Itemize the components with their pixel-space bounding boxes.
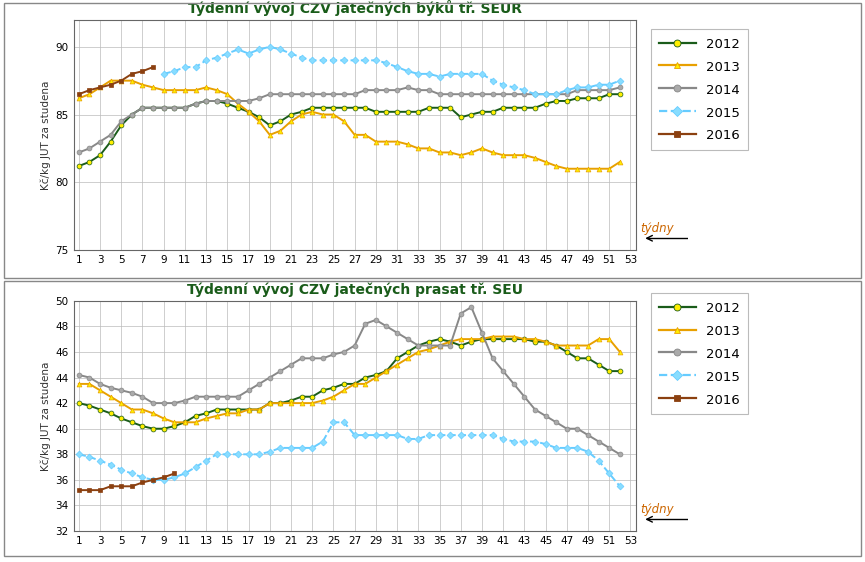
Text: týdny: týdny [640,222,674,235]
Title: Týdenní vývoj CZV jatečných býků tř. SEUR: Týdenní vývoj CZV jatečných býků tř. SEU… [188,0,522,16]
Y-axis label: Kč/kg JUT za studena: Kč/kg JUT za studena [41,361,51,470]
Y-axis label: Kč/kg JUT za studena: Kč/kg JUT za studena [41,80,51,189]
Title: Týdenní vývoj CZV jatečných prasat tř. SEU: Týdenní vývoj CZV jatečných prasat tř. S… [187,282,522,297]
Legend: 2012, 2013, 2014, 2015, 2016: 2012, 2013, 2014, 2015, 2016 [651,29,748,150]
Legend: 2012, 2013, 2014, 2015, 2016: 2012, 2013, 2014, 2015, 2016 [651,293,748,414]
Text: týdny: týdny [640,503,674,516]
